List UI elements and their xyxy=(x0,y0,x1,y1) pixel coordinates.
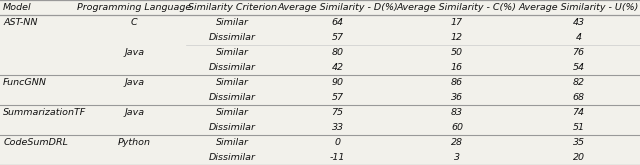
Text: SummarizationTF: SummarizationTF xyxy=(3,108,86,117)
Text: Similar: Similar xyxy=(216,18,248,27)
Text: 20: 20 xyxy=(573,153,584,162)
Text: 28: 28 xyxy=(451,138,463,147)
Text: Dissimilar: Dissimilar xyxy=(209,153,255,162)
Text: C: C xyxy=(131,18,138,27)
Text: 3: 3 xyxy=(454,153,460,162)
Text: 17: 17 xyxy=(451,18,463,27)
Text: Java: Java xyxy=(124,78,145,87)
Text: Average Similarity - U(%): Average Similarity - U(%) xyxy=(518,3,639,12)
Text: 83: 83 xyxy=(451,108,463,117)
Text: 51: 51 xyxy=(573,123,584,132)
Text: 57: 57 xyxy=(332,33,344,42)
Text: Similarity Criterion: Similarity Criterion xyxy=(188,3,276,12)
Text: 64: 64 xyxy=(332,18,344,27)
Text: Dissimilar: Dissimilar xyxy=(209,63,255,72)
Text: 16: 16 xyxy=(451,63,463,72)
Text: 54: 54 xyxy=(573,63,584,72)
Text: -11: -11 xyxy=(330,153,346,162)
Text: Dissimilar: Dissimilar xyxy=(209,93,255,102)
Text: CodeSumDRL: CodeSumDRL xyxy=(3,138,68,147)
Text: Average Similarity - C(%): Average Similarity - C(%) xyxy=(397,3,517,12)
Text: 43: 43 xyxy=(573,18,584,27)
Text: 80: 80 xyxy=(332,48,344,57)
Text: 86: 86 xyxy=(451,78,463,87)
Text: Similar: Similar xyxy=(216,108,248,117)
Text: 74: 74 xyxy=(573,108,584,117)
Text: 57: 57 xyxy=(332,93,344,102)
Text: Average Similarity - D(%): Average Similarity - D(%) xyxy=(277,3,398,12)
Text: 4: 4 xyxy=(575,33,582,42)
Text: Similar: Similar xyxy=(216,138,248,147)
Text: Dissimilar: Dissimilar xyxy=(209,123,255,132)
Text: 75: 75 xyxy=(332,108,344,117)
Text: Java: Java xyxy=(124,48,145,57)
Text: AST-NN: AST-NN xyxy=(3,18,38,27)
Text: 60: 60 xyxy=(451,123,463,132)
Text: Similar: Similar xyxy=(216,48,248,57)
Text: 0: 0 xyxy=(335,138,340,147)
Text: Java: Java xyxy=(124,108,145,117)
Text: 82: 82 xyxy=(573,78,584,87)
Text: Programming Language: Programming Language xyxy=(77,3,191,12)
Text: 36: 36 xyxy=(451,93,463,102)
Text: 12: 12 xyxy=(451,33,463,42)
Text: 42: 42 xyxy=(332,63,344,72)
Text: 35: 35 xyxy=(573,138,584,147)
Text: FuncGNN: FuncGNN xyxy=(3,78,47,87)
Text: 50: 50 xyxy=(451,48,463,57)
Text: Dissimilar: Dissimilar xyxy=(209,33,255,42)
Text: Model: Model xyxy=(3,3,32,12)
Text: 68: 68 xyxy=(573,93,584,102)
Text: 33: 33 xyxy=(332,123,344,132)
Text: Similar: Similar xyxy=(216,78,248,87)
Text: 90: 90 xyxy=(332,78,344,87)
Text: 76: 76 xyxy=(573,48,584,57)
Text: Python: Python xyxy=(118,138,151,147)
